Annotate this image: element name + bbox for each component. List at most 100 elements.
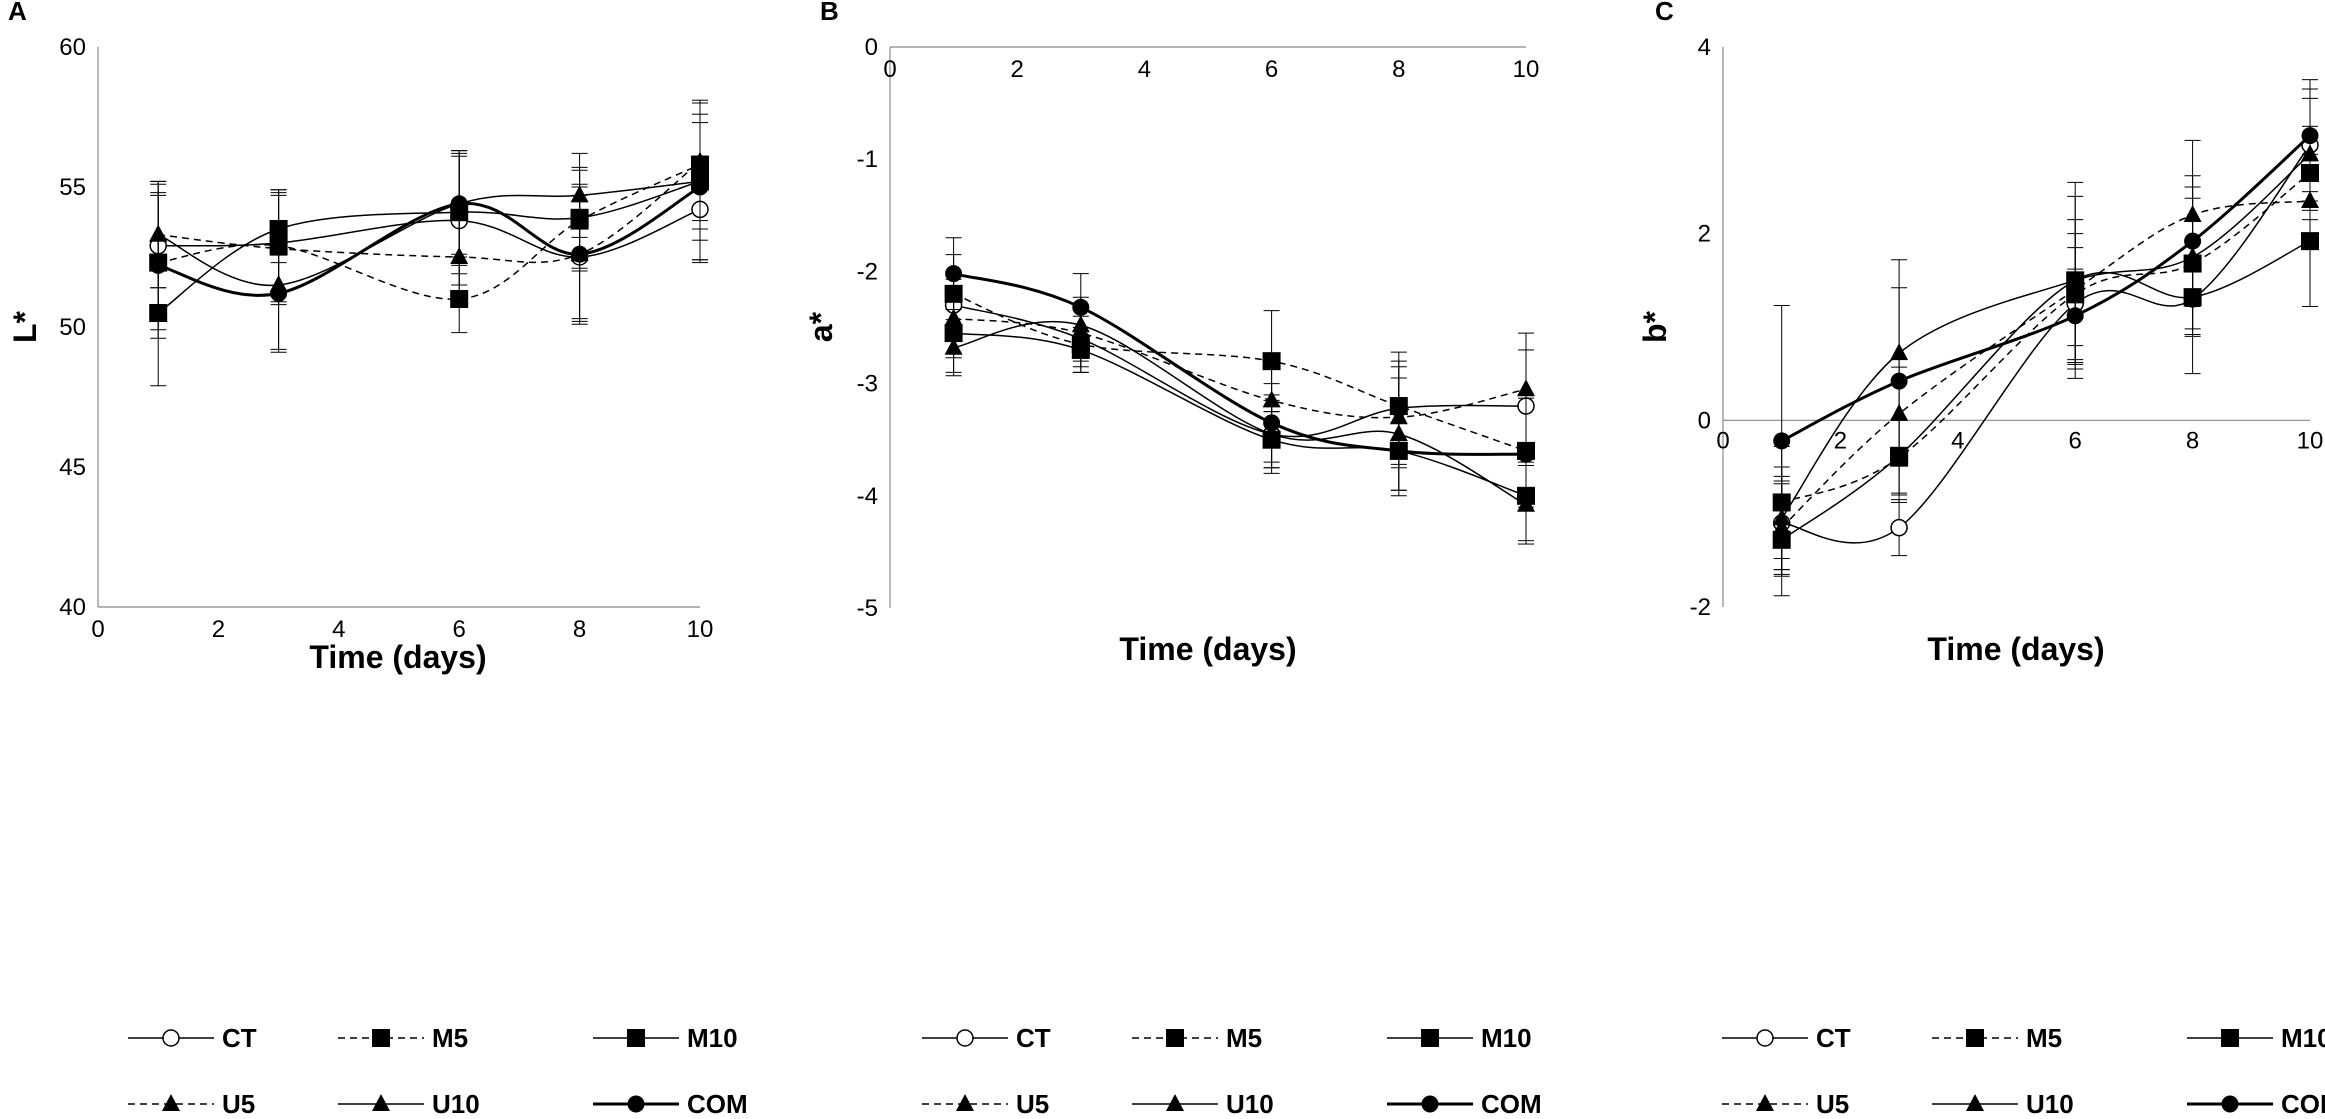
x-tick-label: 6 bbox=[2069, 427, 2082, 454]
legend-swatch-marker bbox=[162, 1029, 180, 1047]
y-tick-label: 40 bbox=[59, 594, 86, 621]
legend-item-m5: M5 bbox=[1132, 1023, 1262, 1053]
legend-swatch-marker bbox=[1756, 1094, 1774, 1111]
x-tick-label: 0 bbox=[883, 56, 896, 83]
data-point bbox=[945, 265, 963, 283]
series-m10 bbox=[944, 293, 1535, 542]
legend-swatch-marker bbox=[1966, 1029, 1984, 1047]
legend-swatch-marker bbox=[627, 1029, 645, 1047]
legend-item-com: COM bbox=[593, 1089, 748, 1119]
data-point bbox=[2066, 307, 2084, 325]
x-tick-label: 8 bbox=[1392, 56, 1405, 83]
data-point bbox=[571, 245, 589, 263]
x-tick-label: 10 bbox=[2297, 427, 2324, 454]
data-point bbox=[1890, 518, 1908, 537]
x-axis-title: Time (days) bbox=[309, 639, 486, 675]
legend-item-ct: CT bbox=[128, 1023, 257, 1053]
series-line bbox=[953, 320, 1527, 506]
data-point bbox=[149, 256, 167, 274]
y-axis-title: L* bbox=[7, 310, 43, 343]
legend-swatch-marker bbox=[956, 1094, 974, 1111]
series-m5 bbox=[944, 254, 1535, 508]
legend-item-u5: U5 bbox=[1722, 1089, 1849, 1119]
data-point bbox=[1263, 414, 1281, 432]
y-tick-label: -2 bbox=[1690, 594, 1711, 621]
panel-a: A 40 45 50 55 60 0 2 4 6 8 10 L* Time (days) CT M5 M10 U5… bbox=[7, 0, 748, 1119]
y-tick-label: 45 bbox=[59, 454, 86, 481]
series-line bbox=[953, 332, 1527, 497]
y-tick-label: -1 bbox=[857, 146, 878, 173]
x-tick-label: 6 bbox=[453, 616, 466, 643]
legend-swatch-marker bbox=[372, 1029, 390, 1047]
legend-item-u10: U10 bbox=[1932, 1089, 2074, 1119]
legend-swatch-marker bbox=[1166, 1094, 1184, 1111]
legend-swatch-marker bbox=[1966, 1094, 1984, 1111]
legend-item-m10: M10 bbox=[1387, 1023, 1532, 1053]
series-line bbox=[1781, 240, 2311, 541]
legend-label: U5 bbox=[1016, 1089, 1049, 1119]
x-tick-label: 8 bbox=[573, 616, 586, 643]
series-line bbox=[157, 180, 701, 286]
legend-label: M10 bbox=[1481, 1023, 1532, 1053]
series-line bbox=[1781, 200, 2311, 529]
y-axis-title: a* bbox=[803, 311, 839, 342]
series-u5 bbox=[1772, 153, 2319, 575]
data-point bbox=[1517, 445, 1535, 463]
legend-item-u5: U5 bbox=[128, 1089, 255, 1119]
legend-label: U5 bbox=[222, 1089, 255, 1119]
series-m10 bbox=[1772, 175, 2319, 597]
legend-item-u10: U10 bbox=[338, 1089, 480, 1119]
data-point bbox=[944, 337, 963, 355]
y-tick-label: 0 bbox=[1698, 407, 1711, 434]
legend-label: COM bbox=[2281, 1089, 2325, 1119]
legend-label: M5 bbox=[432, 1023, 468, 1053]
data-point bbox=[691, 178, 709, 196]
legend-label: U10 bbox=[432, 1089, 480, 1119]
data-point bbox=[1890, 372, 1908, 390]
data-point bbox=[1072, 298, 1090, 316]
series-com bbox=[1773, 79, 2319, 577]
legend-item-com: COM bbox=[2187, 1089, 2325, 1119]
legend-swatch-marker bbox=[1421, 1095, 1439, 1113]
y-tick-label: 4 bbox=[1698, 34, 1711, 61]
panel-label-c: C bbox=[1655, 0, 1674, 26]
legend-swatch-marker bbox=[1756, 1029, 1774, 1047]
legend-item-m5: M5 bbox=[1932, 1023, 2062, 1053]
legend-label: M5 bbox=[2026, 1023, 2062, 1053]
data-point bbox=[1390, 442, 1408, 460]
legend-swatch-marker bbox=[1166, 1029, 1184, 1047]
series-m5 bbox=[1772, 125, 2319, 559]
x-tick-label: 8 bbox=[2186, 427, 2199, 454]
series-line bbox=[953, 317, 1527, 419]
y-tick-label: 50 bbox=[59, 314, 86, 341]
data-point bbox=[1773, 432, 1791, 450]
legend-item-u10: U10 bbox=[1132, 1089, 1274, 1119]
x-tick-label: 2 bbox=[212, 616, 225, 643]
y-tick-label: 60 bbox=[59, 34, 86, 61]
legend-item-m5: M5 bbox=[338, 1023, 468, 1053]
y-tick-label: 2 bbox=[1698, 221, 1711, 248]
y-tick-label: 0 bbox=[865, 34, 878, 61]
legend-label: M5 bbox=[1226, 1023, 1262, 1053]
legend: CT M5 M10 U5 U10 COM bbox=[922, 1023, 1542, 1119]
legend-swatch-marker bbox=[372, 1094, 390, 1111]
data-point bbox=[2301, 127, 2319, 145]
x-tick-label: 0 bbox=[1716, 427, 1729, 454]
y-tick-label: -4 bbox=[857, 483, 878, 510]
panel-label-a: A bbox=[8, 0, 27, 26]
panel-b: B0-1-2-3-4-50 2 4 6 8 10a*Time (days)CT M5 M10U… bbox=[803, 0, 1542, 1119]
y-tick-label: -2 bbox=[857, 258, 878, 285]
series-com bbox=[945, 237, 1535, 511]
data-point bbox=[2184, 232, 2202, 250]
data-point bbox=[450, 195, 468, 213]
x-tick-label: 10 bbox=[1513, 56, 1540, 83]
x-tick-label: 6 bbox=[1265, 56, 1278, 83]
y-tick-label: -3 bbox=[857, 371, 878, 398]
x-tick-label: 0 bbox=[91, 616, 104, 643]
legend-item-m10: M10 bbox=[2187, 1023, 2325, 1053]
legend-swatch-marker bbox=[956, 1029, 974, 1047]
legend: CT M5 M10 U5 U10 COM bbox=[1722, 1023, 2325, 1119]
y-axis-title: b* bbox=[1637, 310, 1673, 343]
data-point bbox=[1517, 379, 1535, 397]
legend-swatch-marker bbox=[627, 1095, 645, 1113]
